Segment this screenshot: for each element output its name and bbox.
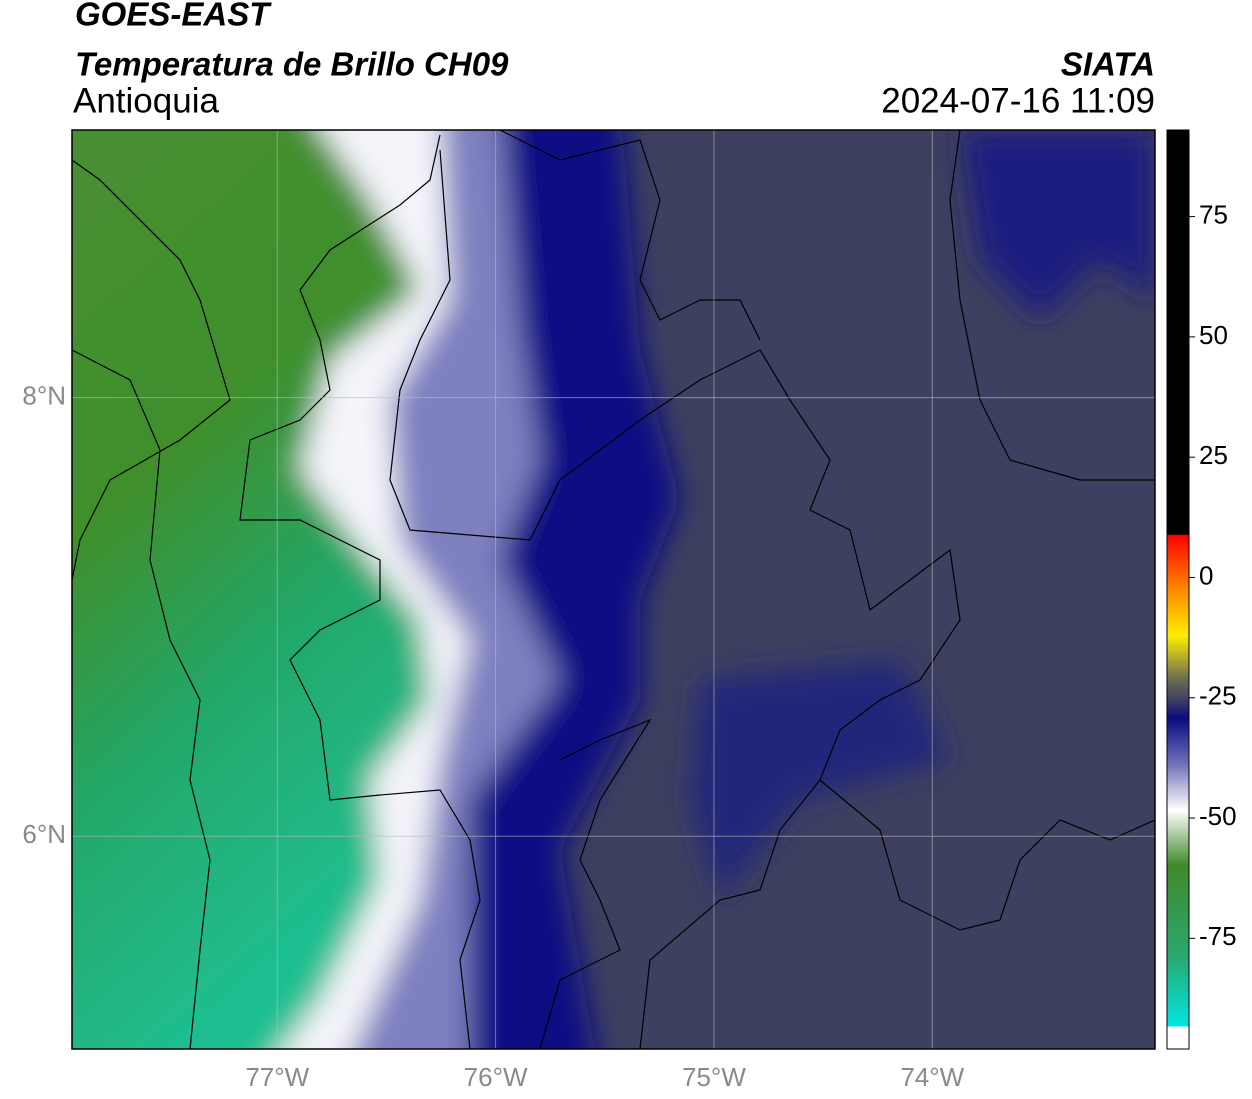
- y-tick-label: 6°N: [22, 819, 66, 849]
- source: SIATA: [1061, 46, 1155, 83]
- green-region: [72, 130, 430, 1049]
- colorbar-tick-label: -75: [1199, 921, 1237, 951]
- graticule: [72, 130, 1155, 1049]
- subtitle: Temperatura de Brillo CH09: [75, 46, 509, 83]
- region: Antioquia: [73, 81, 219, 120]
- colorbar-tick-label: 75: [1199, 199, 1228, 229]
- colorbar-tick-label: 25: [1199, 440, 1228, 470]
- cold-patch: [960, 130, 1155, 320]
- map-frame: [71, 129, 1156, 1050]
- x-tick-label: 74°W: [900, 1062, 964, 1092]
- x-tick-label: 77°W: [245, 1062, 309, 1092]
- title: GOES-EAST: [75, 0, 272, 33]
- colorbar-tick-label: -25: [1199, 681, 1237, 711]
- x-tick-label: 76°W: [464, 1062, 528, 1092]
- colorbar-tick-label: 0: [1199, 560, 1213, 590]
- colorbar: [1166, 129, 1190, 1050]
- borders: [72, 130, 1155, 1049]
- y-tick-label: 8°N: [22, 380, 66, 410]
- datetime: 2024-07-16 11:09: [881, 81, 1155, 120]
- x-tick-label: 75°W: [682, 1062, 746, 1092]
- map-image: [72, 130, 1155, 1049]
- colorbar-tick-label: 50: [1199, 320, 1228, 350]
- colorbar-tick-label: -50: [1199, 801, 1237, 831]
